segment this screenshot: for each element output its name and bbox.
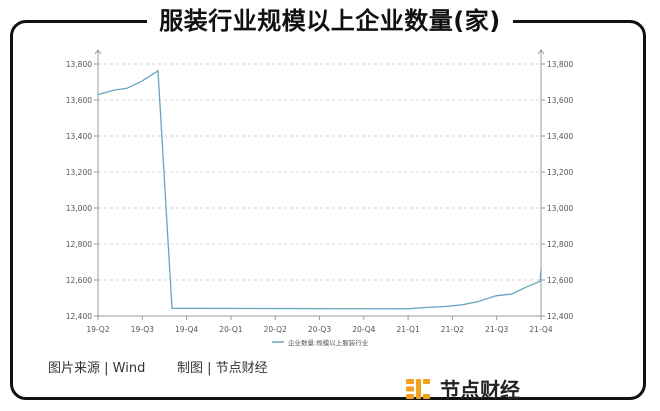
y-tick-label-right: 13,800 [547, 60, 573, 69]
y-tick-label-right: 13,600 [547, 96, 573, 105]
x-tick-label: 21-Q3 [485, 325, 508, 334]
y-tick-label: 12,800 [66, 240, 92, 249]
series-line [97, 69, 542, 310]
x-tick-label: 20-Q1 [219, 325, 242, 334]
y-tick-label-right: 13,400 [547, 132, 573, 141]
chart-title: 服装行业规模以上企业数量(家) [147, 7, 513, 35]
y-tick-label-right: 12,600 [547, 276, 573, 285]
legend-label: 企业数量:规模以上服装行业 [288, 338, 369, 347]
y-axis-arrow-right [537, 49, 545, 55]
made-by-label: 制图 | 节点财经 [177, 361, 268, 376]
source-label: 图片来源 | Wind [48, 361, 146, 376]
brand-name: 节点财经 [440, 378, 520, 402]
title-bar: 服装行业规模以上企业数量(家) [0, 6, 660, 39]
x-tick-label: 19-Q2 [86, 325, 109, 334]
x-tick-label: 20-Q2 [264, 325, 287, 334]
y-tick-label: 12,400 [66, 312, 92, 321]
y-axis-arrow-left [94, 49, 102, 55]
x-tick-label: 21-Q4 [529, 325, 552, 334]
x-tick-label: 19-Q3 [131, 325, 154, 334]
y-tick-label-right: 12,800 [547, 240, 573, 249]
y-tick-label: 13,400 [66, 132, 92, 141]
x-tick-label: 19-Q4 [175, 325, 198, 334]
y-tick-label-right: 13,000 [547, 204, 573, 213]
y-tick-label: 13,800 [66, 60, 92, 69]
y-tick-label: 13,600 [66, 96, 92, 105]
y-tick-label: 12,600 [66, 276, 92, 285]
y-tick-label-right: 12,400 [547, 312, 573, 321]
y-tick-label: 13,200 [66, 168, 92, 177]
x-tick-label: 21-Q1 [396, 325, 419, 334]
x-tick-label: 21-Q2 [441, 325, 464, 334]
x-tick-label: 20-Q4 [352, 325, 375, 334]
y-tick-label: 13,000 [66, 204, 92, 213]
y-tick-label-right: 13,200 [547, 168, 573, 177]
brand: 节点财经 [404, 374, 520, 403]
x-tick-label: 20-Q3 [308, 325, 331, 334]
brand-logo-icon [406, 378, 430, 399]
